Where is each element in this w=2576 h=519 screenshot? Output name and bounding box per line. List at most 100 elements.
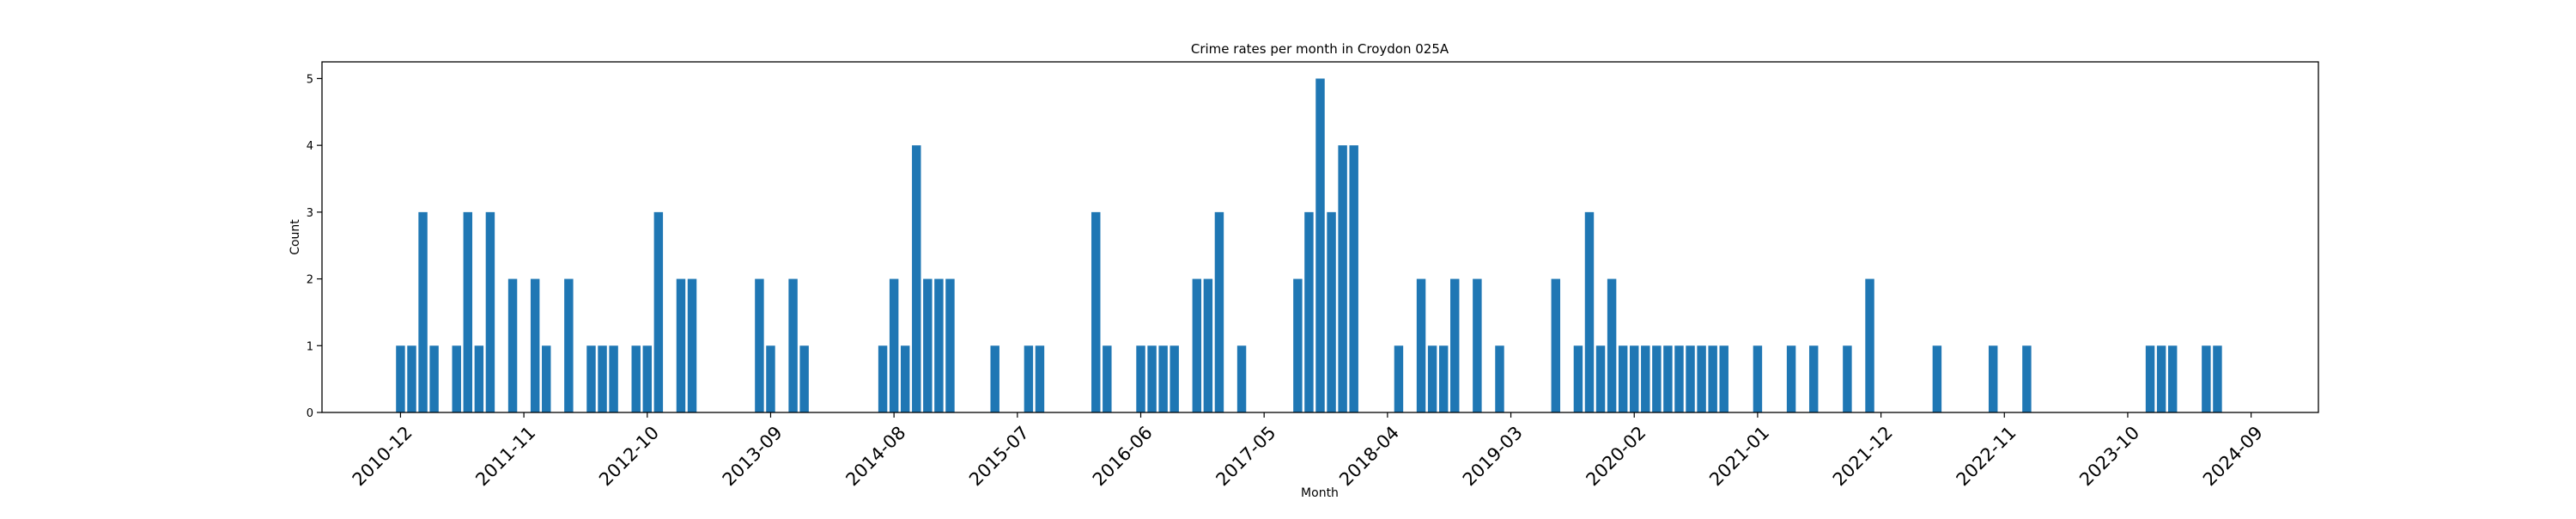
bar-2013-01: [676, 278, 686, 412]
bar-2018-01: [1349, 145, 1358, 412]
chart-title: Crime rates per month in Croydon 025A: [1191, 41, 1449, 57]
bar-2020-10: [1719, 345, 1728, 412]
y-tick-label-2: 2: [307, 274, 313, 287]
bar-2021-11: [1865, 278, 1874, 412]
bar-2013-09: [766, 345, 775, 412]
bar-2014-11: [923, 278, 933, 412]
bar-2020-08: [1697, 345, 1706, 412]
bar-2018-12: [1473, 278, 1482, 412]
bar-2018-07: [1416, 278, 1426, 412]
bar-2012-01: [542, 345, 551, 412]
bar-2015-01: [945, 278, 955, 412]
x-axis-label: Month: [1301, 486, 1339, 500]
bar-2020-04: [1652, 345, 1662, 412]
bar-2013-02: [687, 278, 697, 412]
bar-2014-08: [889, 278, 899, 412]
bar-2024-06: [2213, 345, 2222, 412]
bar-2012-03: [564, 278, 574, 412]
bar-2017-03: [1236, 345, 1247, 412]
bar-2013-12: [799, 345, 809, 412]
y-tick-label-1: 1: [307, 340, 313, 353]
y-tick-label-5: 5: [307, 73, 313, 86]
bar-2019-11: [1595, 345, 1606, 412]
bar-2018-10: [1450, 278, 1460, 412]
bar-2016-09: [1170, 345, 1179, 412]
y-axis-label: Count: [289, 219, 302, 255]
bar-2016-02: [1091, 211, 1101, 412]
bar-2020-05: [1663, 345, 1673, 412]
bar-2023-01: [2022, 345, 2032, 412]
plot-frame: [321, 61, 2319, 413]
bar-2017-09: [1304, 211, 1314, 412]
bars-layer: [396, 78, 2222, 413]
bar-2017-10: [1315, 78, 1325, 413]
bar-2017-01: [1214, 211, 1224, 412]
bar-2011-01: [407, 345, 416, 412]
bar-2011-03: [429, 345, 439, 412]
bar-2021-01: [1753, 345, 1763, 412]
bar-2020-01: [1618, 345, 1628, 412]
bar-2019-07: [1551, 278, 1561, 412]
bar-2013-11: [788, 278, 798, 412]
bar-2011-02: [418, 211, 428, 412]
bar-2016-12: [1203, 278, 1213, 412]
bar-2020-06: [1674, 345, 1684, 412]
y-tick-label-4: 4: [307, 140, 313, 153]
bar-2011-06: [463, 211, 473, 412]
bar-2015-05: [990, 345, 999, 412]
bar-2022-10: [1988, 345, 1998, 412]
bar-2019-12: [1607, 278, 1617, 412]
bar-2011-07: [474, 345, 484, 412]
bar-2022-05: [1932, 345, 1942, 412]
bar-2016-07: [1147, 345, 1157, 412]
bar-2018-05: [1394, 345, 1404, 412]
bar-2016-06: [1136, 345, 1145, 412]
bar-2012-07: [609, 345, 618, 412]
bar-2018-09: [1438, 345, 1449, 412]
bar-2010-12: [396, 345, 405, 412]
bar-2024-02: [2167, 345, 2178, 412]
bar-2011-05: [452, 345, 461, 412]
bar-2013-08: [755, 278, 764, 412]
y-axis: 0 1 2 3 4 5: [307, 73, 322, 420]
bar-2020-07: [1686, 345, 1695, 412]
bar-2015-08: [1024, 345, 1034, 412]
bar-2021-09: [1843, 345, 1852, 412]
bar-2012-06: [598, 345, 607, 412]
bar-2016-11: [1192, 278, 1202, 412]
y-tick-label-0: 0: [307, 407, 313, 420]
bar-2014-12: [934, 278, 944, 412]
bar-2015-09: [1035, 345, 1045, 412]
bar-2019-09: [1573, 345, 1583, 412]
bar-2017-08: [1293, 278, 1303, 412]
bar-2021-06: [1808, 345, 1819, 412]
bar-2012-05: [586, 345, 596, 412]
bar-2016-08: [1158, 345, 1168, 412]
bar-2018-08: [1427, 345, 1437, 412]
bar-2019-10: [1584, 211, 1595, 412]
bar-2020-02: [1630, 345, 1639, 412]
bar-2016-03: [1103, 345, 1112, 412]
bar-2024-01: [2156, 345, 2166, 412]
bar-2020-03: [1641, 345, 1650, 412]
bar-2014-09: [900, 345, 910, 412]
bar-2011-10: [507, 278, 518, 412]
bar-2024-05: [2202, 345, 2211, 412]
y-tick-label-3: 3: [307, 207, 313, 220]
bar-2020-09: [1708, 345, 1717, 412]
bar-2023-12: [2145, 345, 2155, 412]
bar-2021-04: [1786, 345, 1796, 412]
bar-2012-10: [642, 345, 653, 412]
bar-2014-07: [878, 345, 888, 412]
bar-2017-11: [1327, 211, 1336, 412]
bar-2012-09: [631, 345, 641, 412]
bar-2012-11: [653, 211, 664, 412]
bar-2014-10: [912, 145, 921, 412]
bar-2019-02: [1495, 345, 1504, 412]
bar-2011-12: [530, 278, 540, 412]
bar-2017-12: [1338, 145, 1347, 412]
bar-2011-08: [485, 211, 495, 412]
